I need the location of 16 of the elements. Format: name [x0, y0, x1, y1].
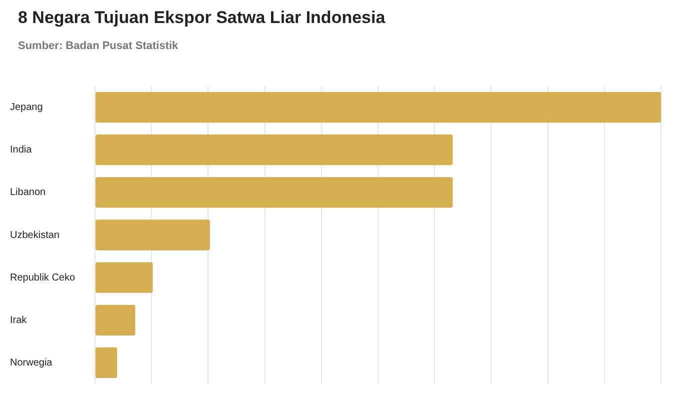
y-tick-label: Jepang: [10, 102, 43, 114]
y-tick-label: Libanon: [10, 187, 46, 198]
bar: [96, 347, 118, 378]
chart-subtitle: Sumber: Badan Pusat Statistik: [18, 40, 180, 52]
y-tick-label: Republik Ceko: [10, 272, 76, 284]
bar: [96, 304, 136, 336]
bar: [96, 262, 153, 293]
y-tick-label: Irak: [10, 314, 28, 326]
y-tick-label: India: [10, 144, 32, 156]
y-tick-label: Uzbekistan: [10, 230, 60, 241]
bar: [96, 177, 453, 208]
chart-title: 8 Negara Tujuan Ekspor Satwa Liar Indonesia: [18, 8, 386, 28]
bar: [96, 220, 210, 250]
bar: [96, 92, 661, 123]
bar: [96, 134, 453, 166]
y-tick-label: Norwegia: [10, 357, 53, 368]
